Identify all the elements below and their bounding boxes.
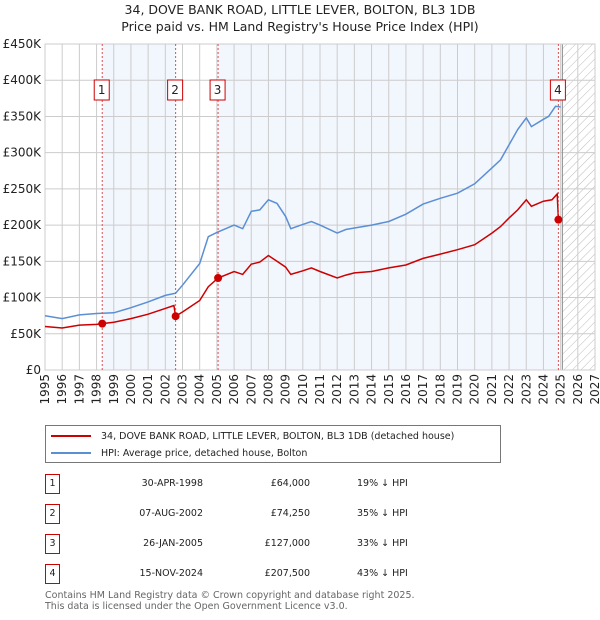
- sale-price: £127,000: [264, 538, 310, 549]
- x-tick-label: 2022: [502, 374, 516, 405]
- x-tick-label: 2010: [296, 374, 310, 405]
- y-tick-label: £100K: [3, 291, 43, 305]
- x-tick-label: 2021: [485, 374, 499, 405]
- x-tick-label: 2009: [279, 374, 293, 405]
- sale-label: 3: [214, 83, 222, 97]
- sale-price: £74,250: [270, 508, 310, 519]
- sale-label-box: [209, 79, 226, 101]
- y-tick-label: £350K: [3, 109, 43, 123]
- x-tick-label: 2016: [399, 374, 413, 405]
- plot-border: [44, 43, 596, 371]
- x-tick-label: 2008: [261, 374, 275, 405]
- y-tick-label: £0: [26, 363, 41, 377]
- x-tick-label: 2012: [330, 374, 344, 405]
- y-tick-label: £250K: [3, 182, 43, 196]
- shaded-period: [218, 44, 559, 370]
- x-tick-label: 2007: [244, 374, 258, 405]
- sale-label: 1: [98, 83, 106, 97]
- x-tick-label: 1999: [107, 374, 121, 405]
- sale-label-box: [549, 79, 566, 101]
- sale-hpi-diff: 43% ↓ HPI: [357, 568, 408, 579]
- sale-point: [98, 319, 107, 328]
- legend-swatch-property: [51, 435, 91, 437]
- sale-date: 30-APR-1998: [141, 478, 203, 489]
- sale-hpi-diff: 19% ↓ HPI: [357, 478, 408, 489]
- sale-hpi-diff: 33% ↓ HPI: [357, 538, 408, 549]
- y-tick-label: £450K: [3, 37, 43, 51]
- legend-item-property: 34, DOVE BANK ROAD, LITTLE LEVER, BOLTON…: [51, 429, 454, 443]
- sale-number: 3: [45, 534, 60, 554]
- x-tick-label: 2018: [433, 374, 447, 405]
- x-tick-label: 2003: [176, 374, 190, 405]
- sale-date: 26-JAN-2005: [143, 538, 203, 549]
- sale-label: 2: [171, 83, 179, 97]
- sale-date: 15-NOV-2024: [139, 568, 203, 579]
- property-price-line: [44, 192, 560, 329]
- x-tick-label: 2001: [141, 374, 155, 405]
- y-tick-label: £400K: [3, 73, 43, 87]
- x-tick-label: 2014: [365, 374, 379, 405]
- x-tick-label: 2020: [468, 374, 482, 405]
- sale-number: 4: [45, 564, 60, 584]
- x-tick-label: 2011: [313, 374, 327, 405]
- x-tick-label: 2019: [451, 374, 465, 405]
- x-tick-label: 2025: [554, 374, 568, 405]
- forecast-hatch: [562, 44, 595, 370]
- legend-label-property: 34, DOVE BANK ROAD, LITTLE LEVER, BOLTON…: [101, 430, 455, 442]
- hpi-line: [44, 105, 561, 320]
- legend-label-hpi: HPI: Average price, detached house, Bolt…: [101, 447, 308, 459]
- y-tick-label: £50K: [10, 327, 42, 341]
- sale-hpi-diff: 35% ↓ HPI: [357, 508, 408, 519]
- sale-label: 4: [554, 83, 562, 97]
- x-tick-label: 1995: [38, 374, 52, 405]
- sale-row: 1 30-APR-1998 £64,000 19% ↓ HPI: [45, 474, 495, 494]
- sale-row: 4 15-NOV-2024 £207,500 43% ↓ HPI: [45, 564, 495, 584]
- x-tick-label: 2017: [416, 374, 430, 405]
- x-tick-label: 1997: [72, 374, 86, 405]
- x-tick-label: 1996: [55, 374, 69, 405]
- sale-label-box: [167, 79, 184, 101]
- sale-number: 1: [45, 474, 60, 494]
- sale-price: £207,500: [264, 568, 310, 579]
- x-tick-label: 2024: [536, 374, 550, 405]
- footer-licence: This data is licensed under the Open Gov…: [45, 601, 348, 612]
- x-tick-label: 2002: [158, 374, 172, 405]
- sale-point: [554, 215, 563, 224]
- y-tick-label: £150K: [3, 254, 43, 268]
- y-tick-label: £200K: [3, 218, 43, 232]
- x-tick-label: 2023: [519, 374, 533, 405]
- sale-label-box: [93, 79, 110, 101]
- legend-item-hpi: HPI: Average price, detached house, Bolt…: [51, 446, 307, 460]
- x-tick-label: 2027: [588, 374, 600, 405]
- x-tick-label: 2026: [571, 374, 585, 405]
- legend-swatch-hpi: [51, 452, 91, 454]
- x-tick-label: 2006: [227, 374, 241, 405]
- x-tick-label: 2000: [124, 374, 138, 405]
- legend: 34, DOVE BANK ROAD, LITTLE LEVER, BOLTON…: [45, 425, 501, 463]
- price-chart: 1 2 3 4 1995 1996 1997 1998 1999 2000 2001 2002 2003…: [3, 37, 600, 405]
- x-tick-label: 2015: [382, 374, 396, 405]
- chart-title: 34, DOVE BANK ROAD, LITTLE LEVER, BOLTON…: [124, 2, 476, 17]
- sale-point: [214, 273, 223, 282]
- sale-date: 07-AUG-2002: [139, 508, 203, 519]
- sale-number: 2: [45, 504, 60, 524]
- shaded-period: [102, 44, 176, 370]
- x-tick-label: 2004: [193, 374, 207, 405]
- sale-row: 3 26-JAN-2005 £127,000 33% ↓ HPI: [45, 534, 495, 554]
- x-tick-label: 2005: [210, 374, 224, 405]
- sale-point: [171, 312, 180, 321]
- x-tick-label: 2013: [347, 374, 361, 405]
- y-tick-label: £300K: [3, 146, 43, 160]
- sale-row: 2 07-AUG-2002 £74,250 35% ↓ HPI: [45, 504, 495, 524]
- sale-price: £64,000: [270, 478, 310, 489]
- chart-subtitle: Price paid vs. HM Land Registry's House …: [121, 19, 479, 34]
- footer-copyright: Contains HM Land Registry data © Crown c…: [45, 590, 415, 601]
- x-tick-label: 1998: [90, 374, 104, 405]
